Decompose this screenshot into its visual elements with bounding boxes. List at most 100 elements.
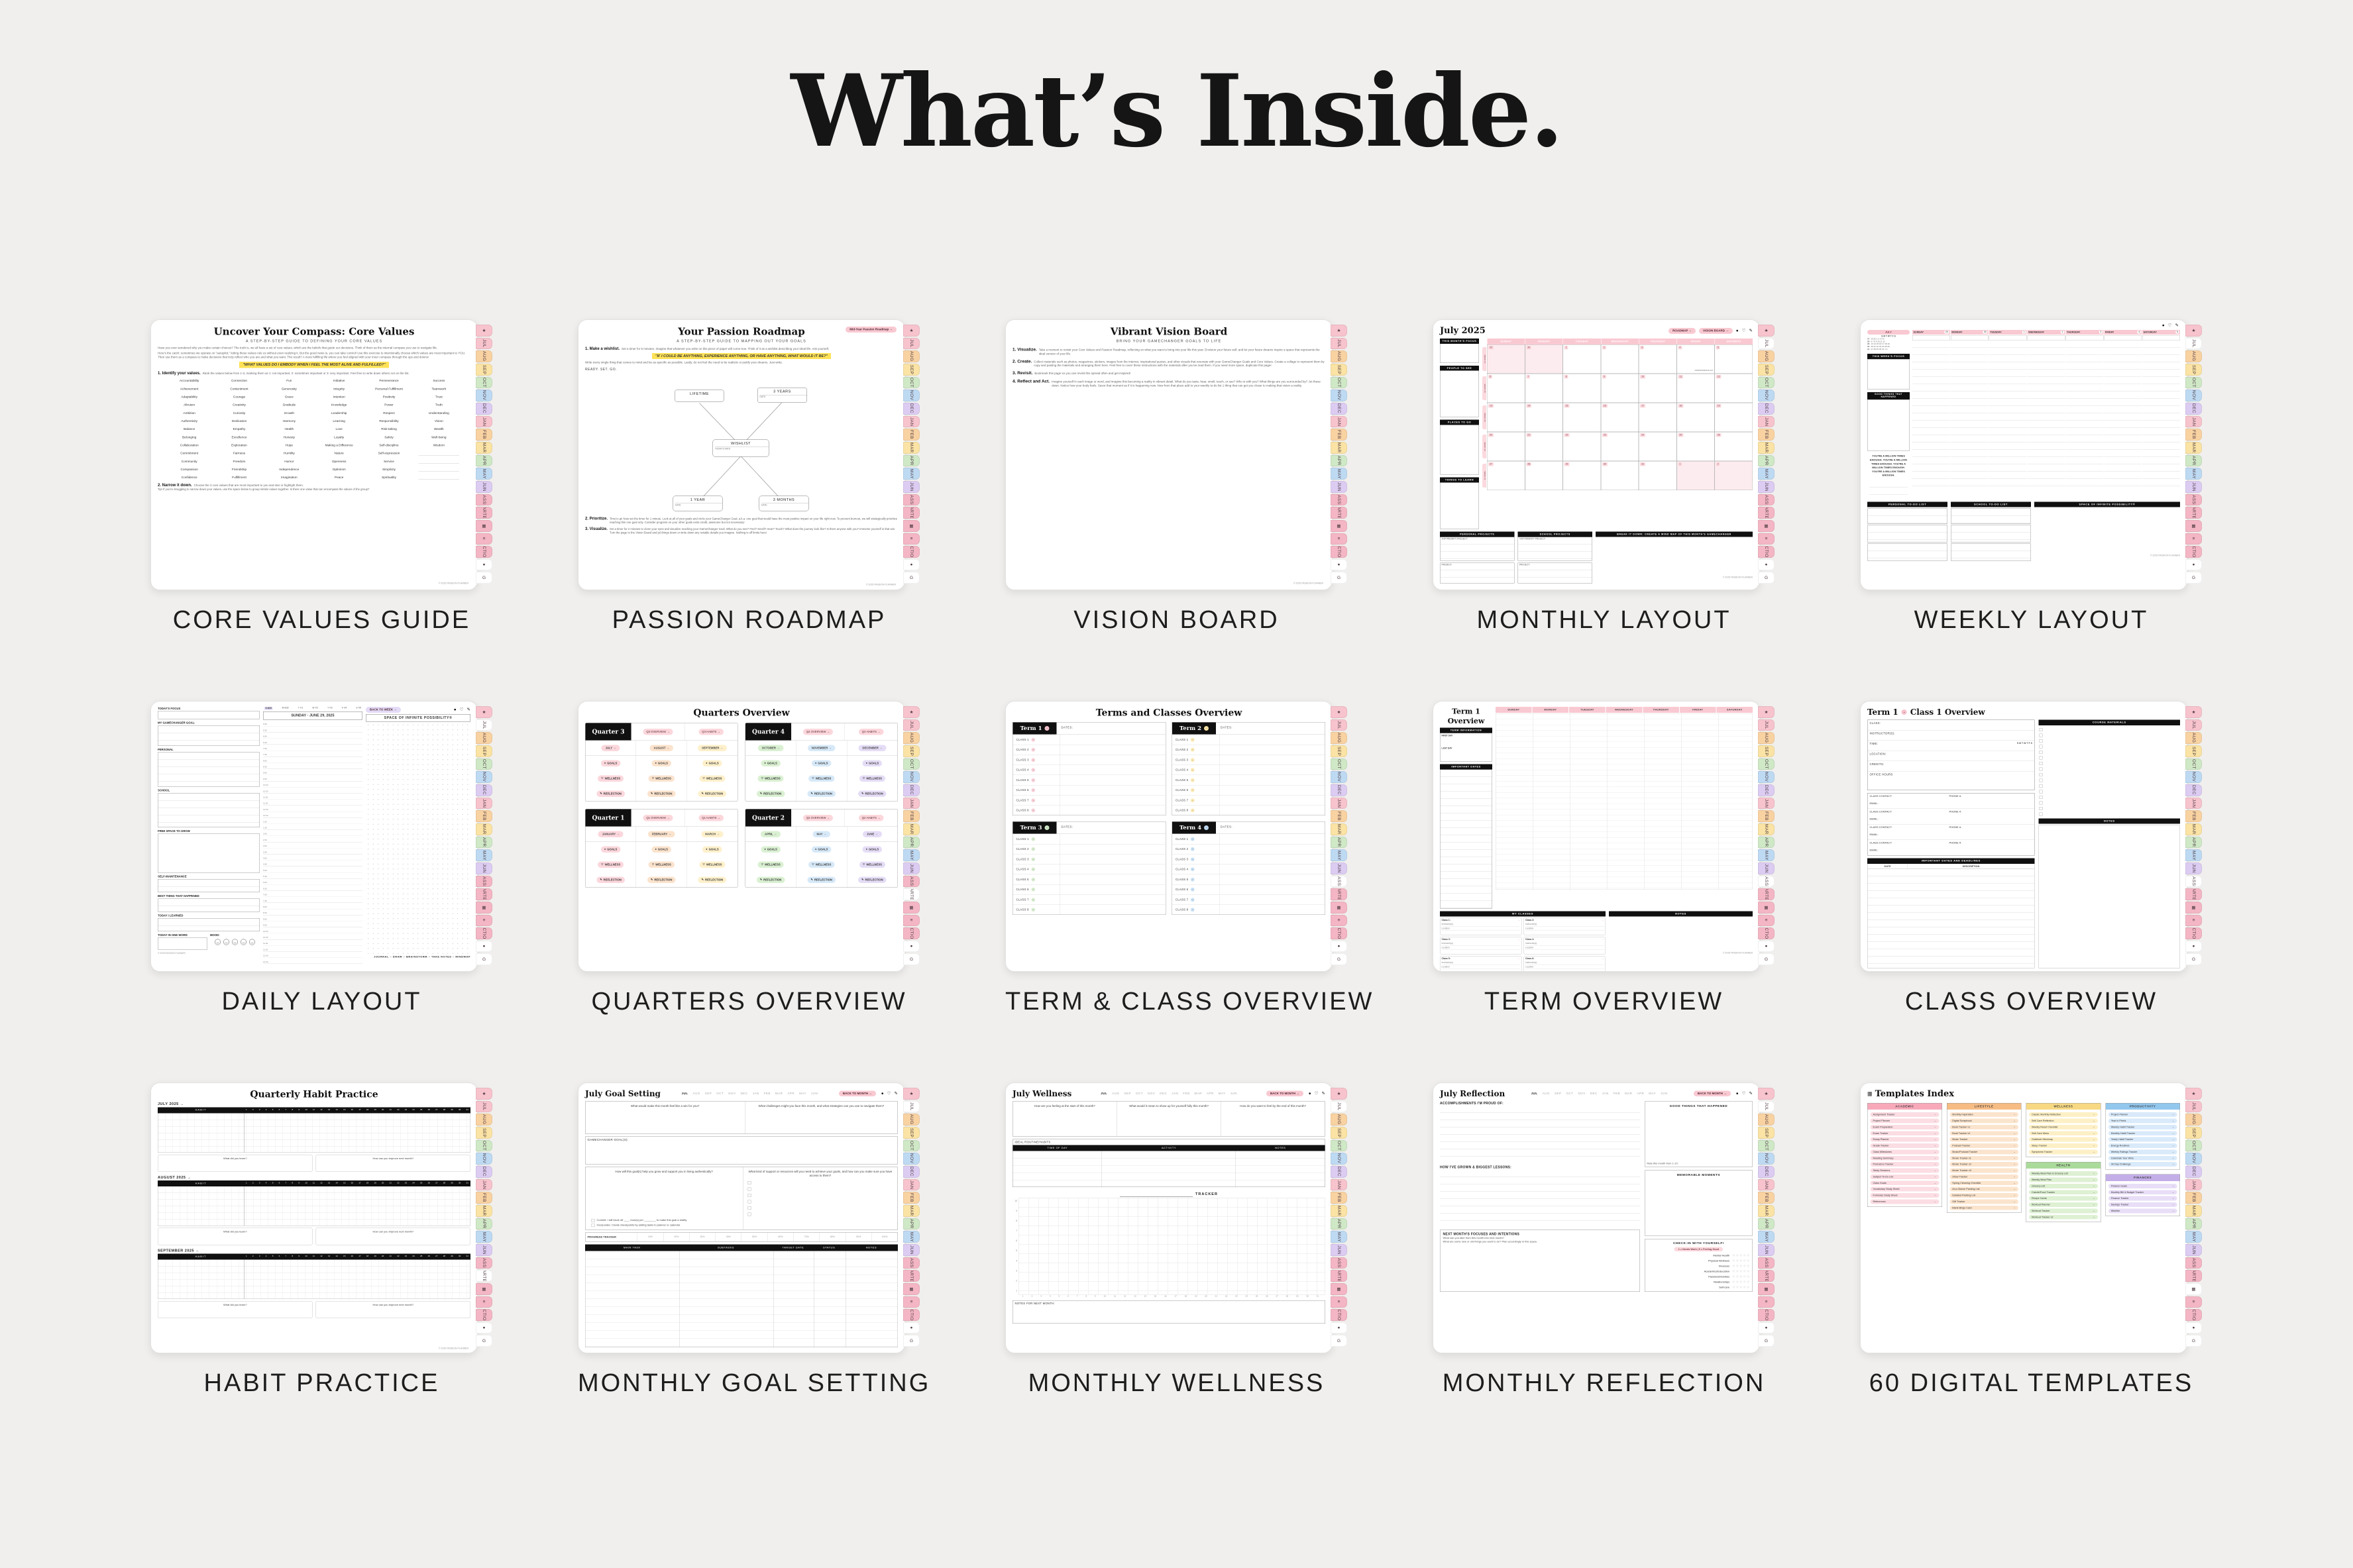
- date-number: 29: [1564, 462, 1570, 466]
- field-label: TOP PRIORITY PROJECT:: [1441, 537, 1468, 541]
- todo-box: [1951, 525, 2031, 543]
- pen-icon: ✎: [1321, 1090, 1325, 1096]
- month-tab: FEB: [1758, 1192, 1775, 1204]
- feelings-box: How are you feeling at the start of this…: [1012, 1101, 1325, 1137]
- month-label: JULY 2025 →: [158, 1102, 184, 1106]
- google-tab-icon: G: [476, 953, 492, 966]
- toolbar-icons: ● ♡ ✎: [1736, 1091, 1753, 1096]
- page-header: ▦ Templates Index: [1867, 1088, 2180, 1100]
- class-label: Class 3:: [1441, 938, 1450, 941]
- category-card: PRODUCTIVITY Project Planner → Year in Pixe…: [2105, 1102, 2180, 1170]
- day-number: 6: [278, 1182, 280, 1184]
- template-item: Celebrate Your Wins →: [2108, 1155, 2177, 1161]
- month-tab: SEP: [476, 745, 492, 757]
- x-tick: 13: [1134, 1295, 1136, 1298]
- checkbox: [2039, 739, 2043, 743]
- template-item-label: Study Sessions: [1873, 1169, 1890, 1173]
- x-tick: 28: [1286, 1295, 1289, 1298]
- box-title: MEMORABLE MOMENTS: [1676, 1173, 1721, 1177]
- template-item: Weekly Meal Plan & Grocery List →: [2029, 1171, 2098, 1176]
- contact-row: CLASS CONTACT: PHONE #:: [1868, 809, 2035, 817]
- day-number: 8: [292, 1255, 294, 1258]
- x-tick: 4: [1049, 1295, 1051, 1298]
- info-row: INSTRUCTOR(S):: [1867, 731, 2034, 741]
- template-item: Sleep Tracker →: [2029, 1143, 2098, 1148]
- template-item: Movie Tracker v1 →: [1949, 1155, 2018, 1161]
- deadlines-subheader: DATE DESCRIPTION: [1867, 863, 2035, 869]
- heart-icon: ♡: [1314, 1090, 1319, 1096]
- class-label-cell: CLASS 5 →: [1172, 775, 1220, 785]
- pill-cell: ● GOALS: [745, 756, 796, 771]
- sidebar-tab-rail: ★ JUL AUG SEP OCT NOV DEC JAN FEB MAR APR MAY JUN CLA…: [1331, 1088, 1347, 1347]
- todays-focus-slot: [1989, 335, 2027, 340]
- schedule-lines: [1912, 340, 1950, 486]
- quarter-link-pill: Q1 OVERVIEW →: [643, 814, 673, 821]
- time-label: 6:30: [263, 888, 267, 890]
- apple-icon: ●: [2185, 940, 2202, 953]
- date-number: 13: [1488, 403, 1494, 408]
- month-tab: OCT: [1758, 758, 1775, 770]
- date-number: 2: [1602, 345, 1606, 350]
- day-number: 17: [358, 1255, 361, 1258]
- y-tick: 10: [1014, 1200, 1017, 1202]
- planner-page: ● ♡ ✎ JULY S M T W T F S 27 29 30 1 2 3 4 5 28 6…: [1860, 319, 2187, 590]
- item-arrow-icon: →: [2013, 1156, 2016, 1160]
- category-icon: ✎: [759, 792, 763, 796]
- material-row: [2039, 761, 2181, 765]
- y-tick: 5: [1016, 1249, 1017, 1253]
- template-item-label: Gratitude Mindmap: [2032, 1137, 2053, 1141]
- item-arrow-icon: →: [1934, 1144, 1937, 1147]
- category-icon: ♡: [862, 776, 865, 780]
- todays-focus-slot: [2104, 335, 2142, 340]
- template-item-label: Workout Planner: [2032, 1203, 2050, 1206]
- mini-week-days: 29 30 1 2 3 4 5: [1871, 338, 1885, 340]
- category-label: WELLNESS: [604, 776, 621, 780]
- value-word: Independence: [279, 468, 300, 472]
- thumbnail-class-overview: Term 1 → Class 1 Overview CLASS: INSTRUCTOR(…: [1860, 701, 2203, 972]
- date-number: 25: [1678, 433, 1684, 437]
- sections-tab: SECTIONS: [903, 546, 920, 558]
- value-word: Safety: [384, 435, 394, 439]
- list-icon: ≡: [1331, 914, 1347, 927]
- category-icon: ♡: [600, 862, 604, 866]
- time-label: 7:00: [263, 747, 267, 750]
- project-box: TOP PRIORITY PROJECT:: [1517, 537, 1592, 561]
- commit-text: Commit: I will block off ____ hour(s) pe…: [596, 1218, 688, 1222]
- month-nav-item: JUN: [1661, 1091, 1668, 1095]
- template-item: Exam Preparation →: [1870, 1124, 1940, 1129]
- month-nav-item: APR: [1637, 1091, 1645, 1095]
- value-word: Generosity: [281, 387, 297, 391]
- month-nav-item: FEB: [1183, 1091, 1190, 1095]
- daily-columns: TODAY'S FOCUS MY GAMECHANGER GOAL: PERSONA…: [158, 707, 470, 965]
- class-row: CLASS 4 →: [1172, 764, 1325, 776]
- item-arrow-icon: →: [2171, 1184, 2175, 1188]
- category-pill: ✎ REFLECTION: [807, 790, 836, 797]
- scale-pill: 1 = Needs Work | 5 = Feeling Good: [1674, 1247, 1724, 1252]
- date-col-label: DATE: [1868, 863, 1908, 869]
- google-tab-icon: G: [1758, 572, 1775, 584]
- list-icon: ≡: [1758, 533, 1775, 545]
- question: What would it mean to show up for yourse…: [1117, 1102, 1221, 1137]
- info-row: OFFICE HOURS: [1868, 772, 2035, 790]
- class-label-cell: CLASS 8 →: [1172, 904, 1220, 915]
- google-tab-icon: G: [1758, 1335, 1775, 1347]
- highlight-quote-wrap: "WHAT VALUES DO I EMBODY WHEN I FEEL THE…: [158, 362, 470, 368]
- value-word: Risk-taking: [381, 427, 397, 431]
- value-word: Peace: [334, 476, 344, 480]
- time-label: 2:30: [263, 839, 267, 841]
- template-caption: 60 DIGITAL TEMPLATES: [1869, 1369, 2194, 1397]
- month-tab: NOV: [476, 390, 492, 401]
- class-arrow-icon: →: [1601, 919, 1604, 922]
- heart-icon: ♡: [2167, 323, 2172, 328]
- month-tab: JAN: [2185, 1178, 2202, 1191]
- google-tab-icon: G: [1331, 572, 1347, 584]
- pen-icon: ✎: [1749, 1090, 1753, 1096]
- date-number: 18: [1678, 403, 1684, 408]
- category-card: HEALTH Weekly Meal Plan & Grocery List → We…: [2026, 1161, 2101, 1223]
- planner-page: Terms and Classes Overview Term 1 → DATES: C…: [1005, 701, 1333, 972]
- value-word: Fun: [286, 379, 292, 383]
- page-header: July Goal Setting JUL AUG SEP OCT NOV DEC JAN FE…: [585, 1088, 898, 1099]
- pill-row: ✎ REFLECTION ✎ REFLECTION ✎ REFLECTION: [586, 786, 738, 802]
- classes-tab: CLASSES: [2185, 875, 2202, 888]
- todo-box: [1867, 543, 1947, 561]
